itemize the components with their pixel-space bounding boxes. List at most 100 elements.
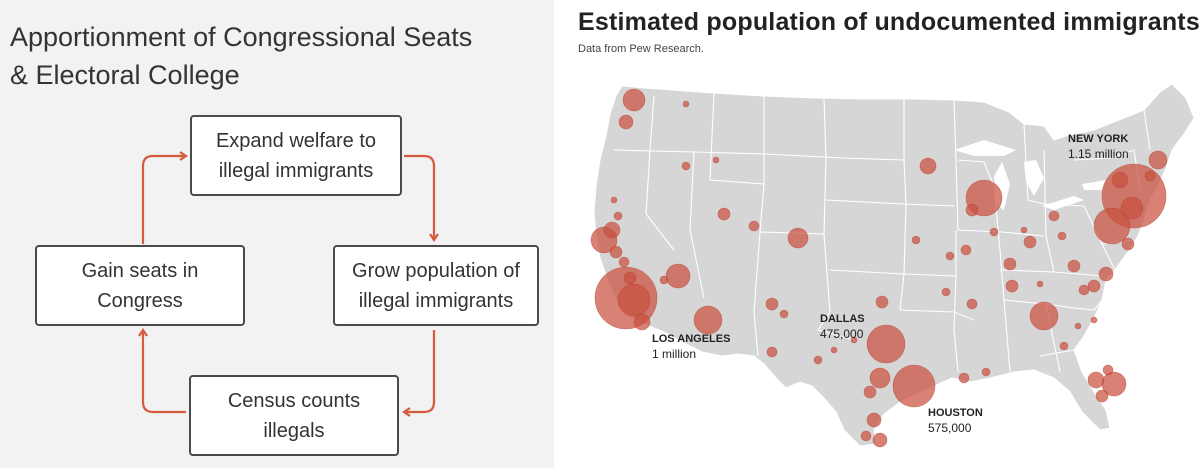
houston-name: HOUSTON <box>928 407 983 419</box>
bubble <box>617 283 651 317</box>
bubble <box>1102 364 1114 376</box>
bubble <box>618 114 634 130</box>
new-york-value: 1.15 million <box>1068 147 1129 161</box>
bubble <box>1057 231 1067 241</box>
bubble <box>610 196 618 204</box>
dallas-value: 475,000 <box>820 327 864 341</box>
bubble <box>1093 207 1131 245</box>
bubble <box>892 364 936 408</box>
box-census-counts: Census counts illegals <box>189 375 399 456</box>
bubble <box>1120 196 1144 220</box>
los-angeles-name: LOS ANGELES <box>652 333 731 345</box>
bubble <box>989 227 999 237</box>
map-panel: Estimated population of undocumented imm… <box>554 0 1200 468</box>
arrow-gain-to-expand <box>141 151 188 244</box>
bubble <box>1067 259 1081 273</box>
bubble <box>1023 235 1037 249</box>
bubble <box>618 256 630 268</box>
bubbles <box>590 88 1168 448</box>
houston-value: 575,000 <box>928 421 972 435</box>
bubble <box>1144 170 1156 182</box>
bubble <box>748 220 760 232</box>
bubble <box>622 88 646 112</box>
box-expand-line-1: Expand welfare to <box>215 129 377 152</box>
bubble <box>965 203 979 217</box>
bubble <box>866 412 882 428</box>
cycle-arrows <box>138 151 439 417</box>
bubble <box>613 211 623 221</box>
bubble <box>1036 280 1044 288</box>
bubble <box>1005 279 1019 293</box>
bubble <box>1048 210 1060 222</box>
bubble <box>681 161 691 171</box>
bubble <box>633 313 651 331</box>
bubble <box>850 336 858 344</box>
box-gain-line-1: Gain seats in <box>81 259 199 282</box>
bubble <box>863 385 877 399</box>
bubble <box>1003 257 1017 271</box>
us-map <box>590 83 1195 448</box>
bubble <box>1095 389 1109 403</box>
box-grow-line-2: illegal immigrants <box>358 289 514 312</box>
bubble <box>623 271 637 285</box>
bubble <box>1087 279 1101 293</box>
bubble <box>1111 171 1129 189</box>
bubble <box>866 324 906 364</box>
bubble <box>813 355 823 365</box>
bubble <box>830 346 838 354</box>
bubble <box>860 430 872 442</box>
box-census-line-2: illegals <box>263 419 325 442</box>
bubble <box>966 298 978 310</box>
bubble <box>665 263 691 289</box>
box-grow-line-1: Grow population of <box>352 259 520 282</box>
bubble <box>717 207 731 221</box>
arrow-census-to-gain <box>138 328 186 414</box>
bubble <box>766 346 778 358</box>
arrow-expand-to-grow <box>404 154 439 242</box>
arrow-grow-to-census <box>402 330 436 417</box>
bubble <box>869 367 891 389</box>
bubble <box>1074 322 1082 330</box>
bubble <box>659 275 669 285</box>
map-subtitle: Data from Pew Research. <box>578 43 704 55</box>
bubble <box>1020 226 1028 234</box>
bubble <box>941 287 951 297</box>
bubble <box>981 367 991 377</box>
label-new-york: NEW YORK 1.15 million <box>1068 132 1129 162</box>
label-dallas: DALLAS 475,000 <box>820 312 865 342</box>
los-angeles-value: 1 million <box>652 347 697 361</box>
bubble <box>1090 316 1098 324</box>
label-los-angeles: LOS ANGELES 1 million <box>652 332 730 362</box>
bubble <box>1098 266 1114 282</box>
bubble <box>960 244 972 256</box>
bubble <box>609 245 623 259</box>
bubble <box>787 227 809 249</box>
bubble <box>1029 301 1059 331</box>
map-title: Estimated population of undocumented imm… <box>578 8 1200 36</box>
bubble <box>693 305 723 335</box>
box-gain-line-2: Congress <box>97 289 183 312</box>
label-houston: HOUSTON 575,000 <box>928 406 983 436</box>
bubble <box>958 372 970 384</box>
bubble <box>603 221 621 239</box>
box-gain-seats: Gain seats in Congress <box>35 245 245 326</box>
dallas-name: DALLAS <box>820 313 865 325</box>
bubble <box>712 156 720 164</box>
bubble <box>1059 341 1069 351</box>
bubble <box>945 251 955 261</box>
bubble <box>779 309 789 319</box>
diagram-title: Apportionment of Congressional Seats & E… <box>10 18 472 94</box>
box-expand-welfare: Expand welfare to illegal immigrants <box>190 115 402 196</box>
diagram-title-line-1: Apportionment of Congressional Seats <box>10 22 473 52</box>
bubble <box>1078 284 1090 296</box>
diagram-title-line-2: & Electoral College <box>10 60 240 90</box>
box-census-line-1: Census counts <box>227 389 361 412</box>
new-york-name: NEW YORK <box>1068 133 1129 145</box>
bubble <box>682 100 690 108</box>
bubble <box>765 297 779 311</box>
cycle-diagram-panel: Apportionment of Congressional Seats & E… <box>0 0 554 468</box>
bubble <box>872 432 888 448</box>
bubble <box>1148 150 1168 170</box>
bubble <box>875 295 889 309</box>
bubble <box>1121 237 1135 251</box>
